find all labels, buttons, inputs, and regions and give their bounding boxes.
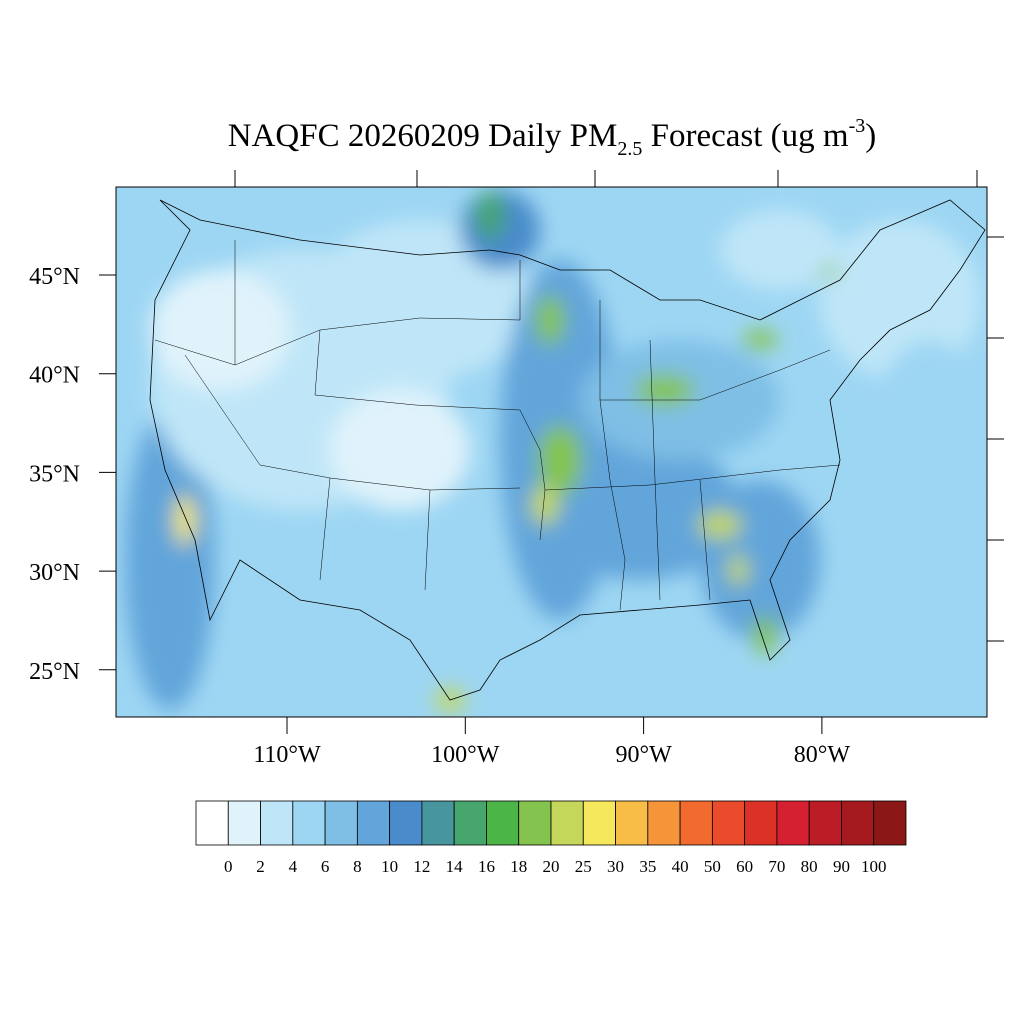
- colorbar-box: [744, 800, 778, 846]
- colorbar-box: [453, 800, 487, 846]
- top-ticks: [234, 170, 1004, 642]
- colorbar-box: [711, 800, 746, 846]
- colorbar-label: 2: [256, 857, 265, 876]
- title: NAQFC 20260209 Daily PM2.5 Forecast (ug …: [228, 115, 877, 160]
- colorbar-label: 70: [768, 857, 785, 876]
- title-main: NAQFC 20260209 Daily PM: [228, 118, 618, 154]
- colorbar-box: [324, 800, 358, 846]
- colorbar-box: [550, 800, 584, 846]
- colorbar-label: 35: [639, 857, 656, 876]
- colorbar-label: 60: [736, 857, 753, 876]
- colorbar-box: [260, 800, 294, 846]
- colorbar-box: [679, 800, 713, 846]
- colorbar-label: 90: [833, 857, 850, 876]
- colorbar-label: 25: [575, 857, 592, 876]
- colorbar-box: [776, 800, 810, 846]
- colorbar-box: [195, 800, 229, 846]
- colorbar-label: 4: [289, 857, 298, 876]
- lon-label: 80°W: [794, 742, 851, 768]
- colorbar-box: [808, 800, 842, 846]
- lat-label: 25°N: [29, 659, 80, 685]
- colorbar-label: 40: [672, 857, 689, 876]
- title-end: ): [865, 118, 876, 154]
- colorbar-box: [841, 800, 875, 846]
- colorbar-box: [389, 800, 423, 846]
- colorbar-label: 80: [801, 857, 818, 876]
- colorbar-box: [486, 800, 520, 846]
- colorbar-label: 100: [861, 857, 887, 876]
- colorbar-label: 18: [510, 857, 527, 876]
- lon-label: 100°W: [431, 742, 500, 768]
- colorbar-box: [647, 800, 681, 846]
- lat-label: 45°N: [29, 264, 80, 290]
- title-rest: Forecast (ug m: [642, 118, 849, 154]
- colorbar-label: 6: [321, 857, 330, 876]
- lat-label: 40°N: [29, 363, 80, 389]
- colorbar-label: 20: [543, 857, 560, 876]
- colorbar-label: 12: [413, 857, 430, 876]
- colorbar-label: 0: [224, 857, 233, 876]
- colorbar-label: 30: [607, 857, 624, 876]
- colorbar-box: [421, 800, 455, 846]
- colorbar-label: 50: [704, 857, 721, 876]
- title-sup: -3: [849, 115, 866, 137]
- lon-label: 110°W: [253, 742, 321, 768]
- colorbar-label: 8: [353, 857, 362, 876]
- colorbar-box: [873, 800, 907, 846]
- colorbar-box: [292, 800, 326, 846]
- colorbar-box: [615, 800, 649, 846]
- colorbar-label: 14: [446, 857, 464, 876]
- colorbar-label: 10: [381, 857, 398, 876]
- lat-label: 35°N: [29, 461, 80, 487]
- colorbar-box: [518, 800, 552, 846]
- map-frame: [115, 186, 988, 718]
- map-field: [116, 187, 987, 717]
- colorbar-box: [356, 800, 391, 846]
- lat-label: 30°N: [29, 560, 80, 586]
- colorbar-label: 16: [478, 857, 495, 876]
- colorbar-box: [227, 800, 261, 846]
- colorbar-box: [582, 800, 616, 846]
- title-sub: 2.5: [617, 138, 642, 160]
- lon-label: 90°W: [615, 742, 672, 768]
